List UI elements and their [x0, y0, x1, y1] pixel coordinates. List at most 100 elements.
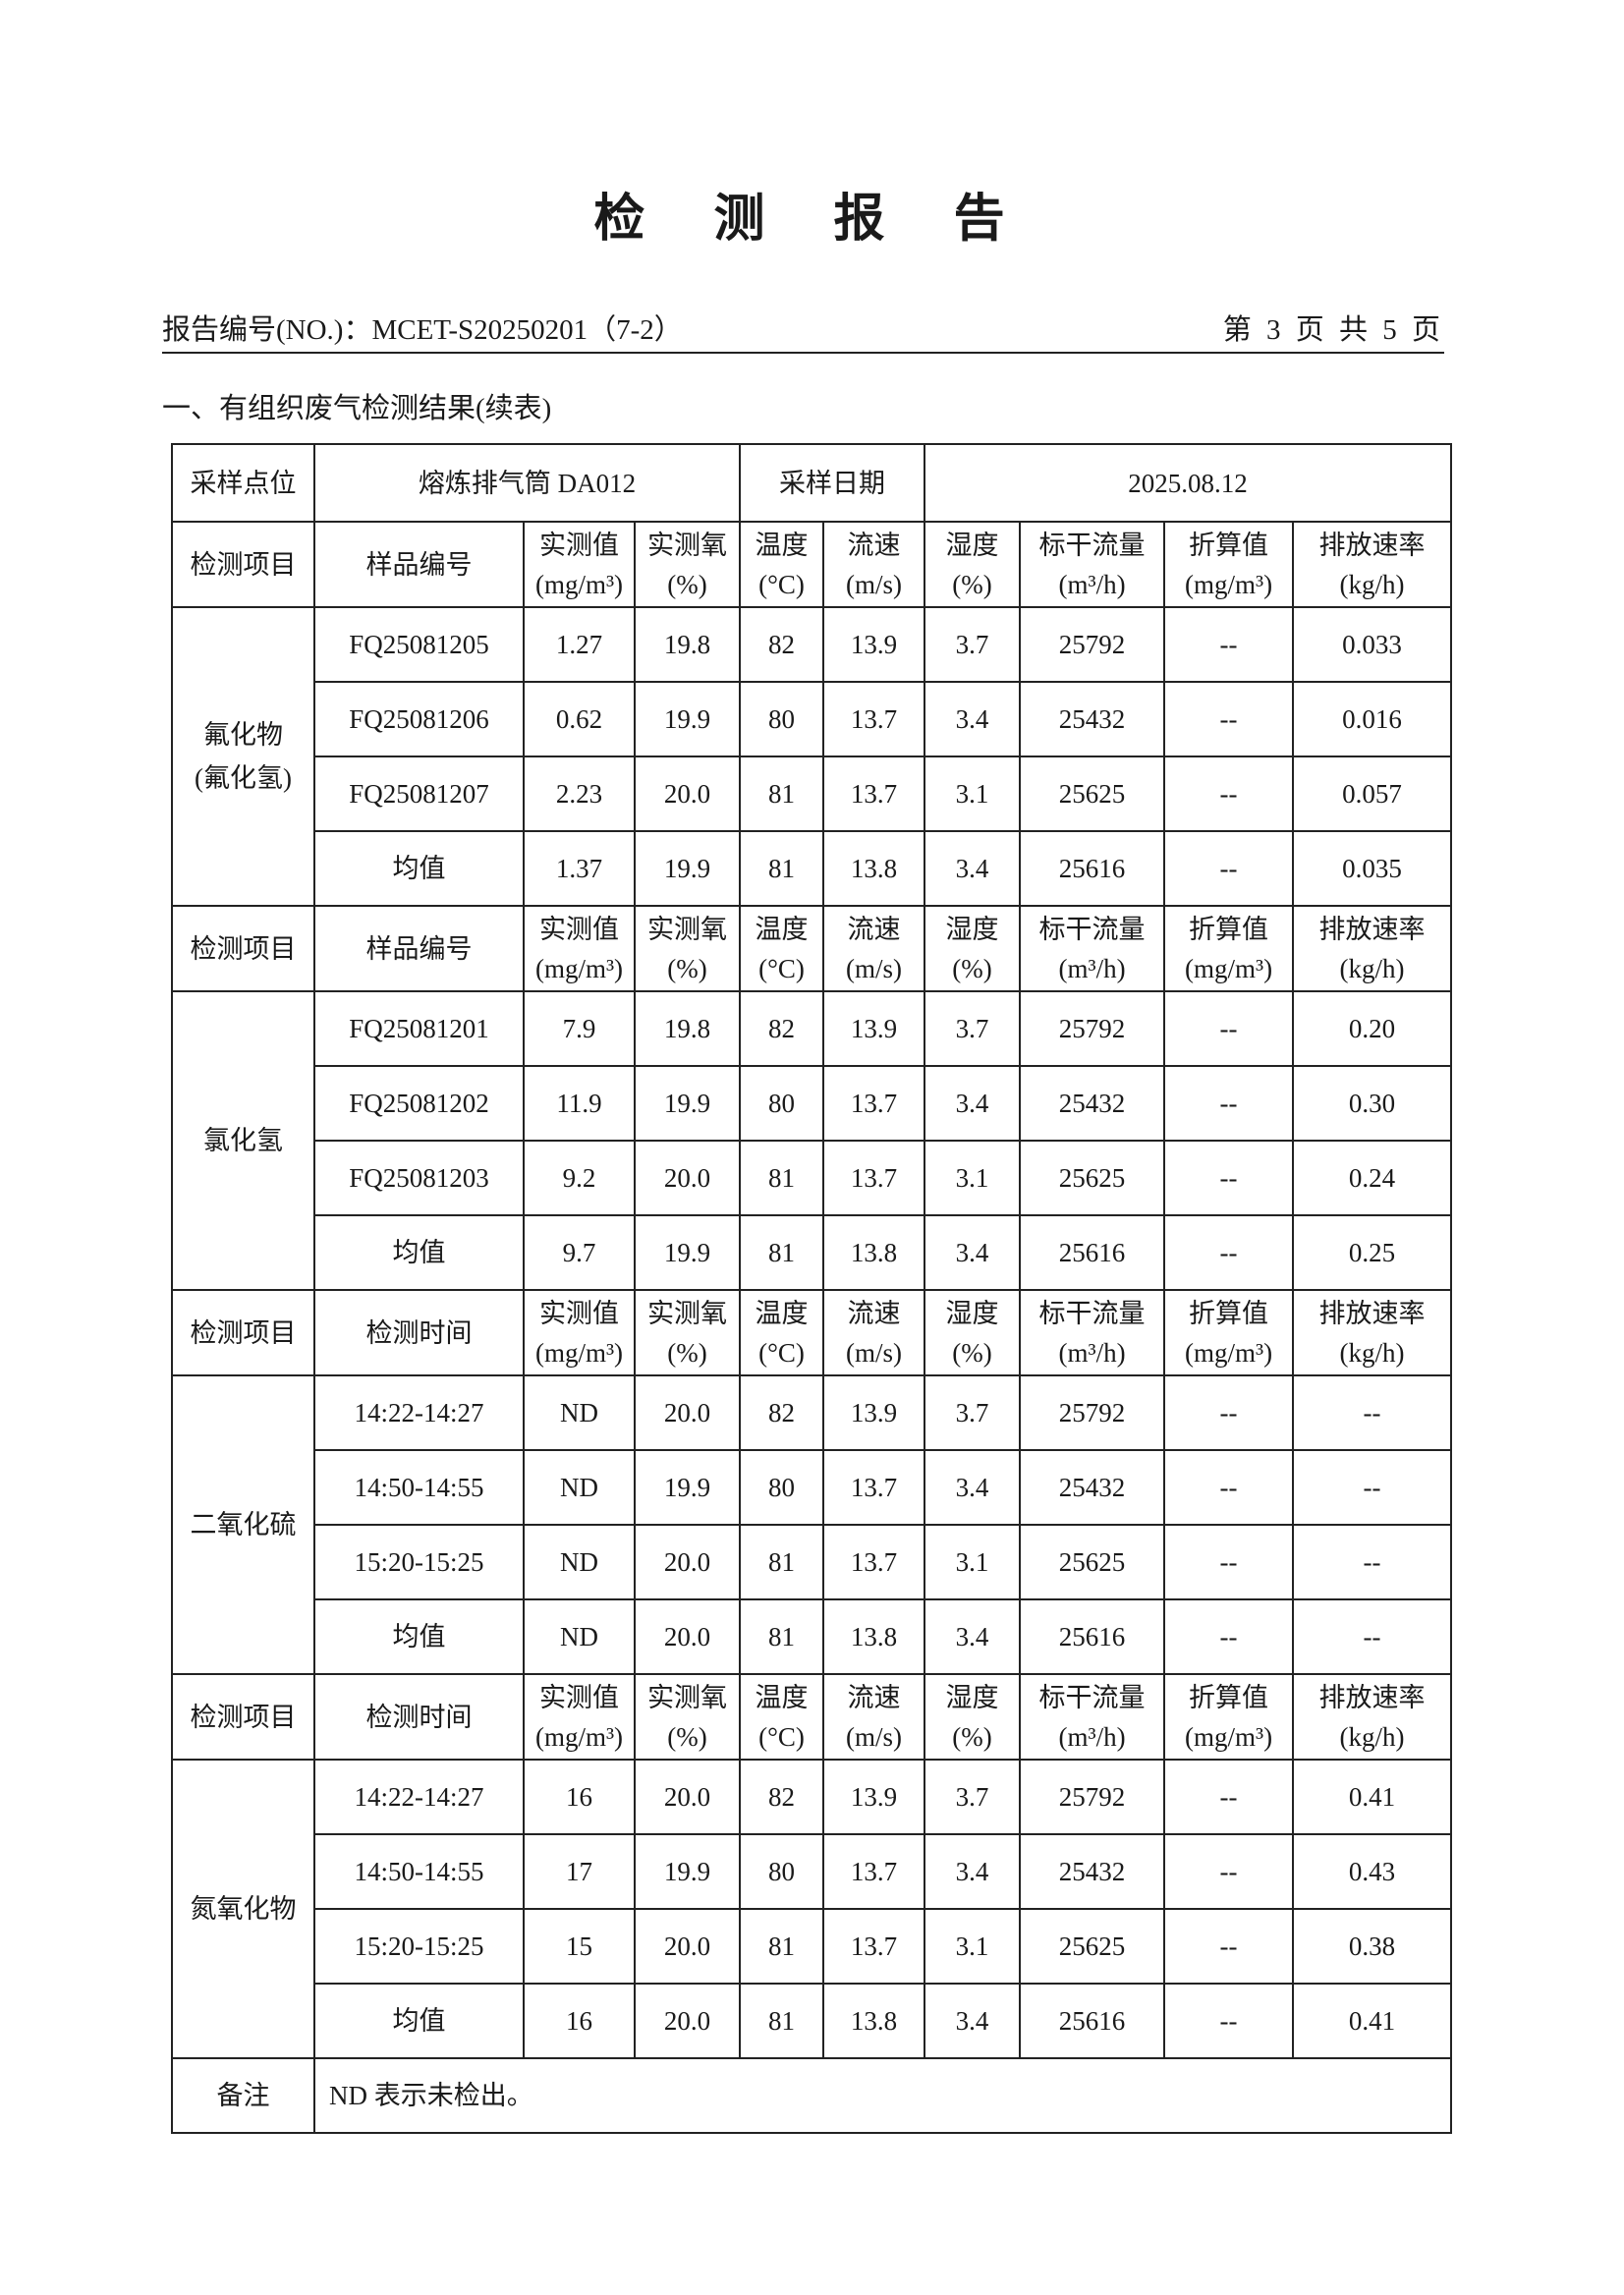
remarks-row: 备注 ND 表示未检出。: [171, 2057, 1453, 2134]
column-unit: (m/s): [846, 1721, 903, 1752]
value-cell: --: [1163, 1983, 1295, 2059]
column-unit: (%): [667, 953, 707, 983]
value-cell: 17: [523, 1833, 636, 1910]
value-cell: 13.8: [822, 1214, 926, 1291]
column-unit: (mg/m³): [1184, 1721, 1273, 1752]
value-cell: 19.9: [633, 681, 742, 757]
column-name: 标干流量: [1038, 1298, 1146, 1328]
column-header: 实测氧 (%): [633, 905, 742, 992]
column-header: 排放速率 (kg/h): [1292, 1673, 1453, 1761]
value-cell: 3.1: [924, 1524, 1022, 1600]
value-cell: 3.1: [924, 1140, 1022, 1216]
column-header: 湿度 (%): [924, 1673, 1022, 1761]
value-cell: 3.7: [924, 1374, 1022, 1451]
value-cell: 13.7: [822, 1524, 926, 1600]
value-cell: 25432: [1019, 1065, 1166, 1142]
value-cell: 3.4: [924, 1449, 1022, 1526]
value-cell: 25625: [1019, 1524, 1166, 1600]
item-header: 检测项目: [171, 521, 315, 608]
sample-id: FQ25081201: [313, 990, 525, 1067]
id-header: 检测时间: [313, 1289, 525, 1376]
value-cell: 13.9: [822, 1374, 926, 1451]
date-value: 2025.08.12: [924, 443, 1453, 523]
column-header: 实测氧 (%): [633, 521, 742, 608]
value-cell: 19.8: [633, 606, 742, 683]
column-name: 湿度: [945, 530, 999, 560]
value-cell: 25792: [1019, 1374, 1166, 1451]
value-cell: --: [1163, 1833, 1295, 1910]
value-cell: 13.7: [822, 1140, 926, 1216]
value-cell: 13.7: [822, 1065, 926, 1142]
column-name: 温度: [755, 1682, 809, 1712]
value-cell: 0.41: [1292, 1983, 1453, 2059]
column-name: 实测氧: [647, 914, 728, 944]
value-cell: 16: [523, 1759, 636, 1835]
column-name: 实测值: [539, 1682, 619, 1712]
value-cell: 80: [739, 1065, 825, 1142]
column-header: 实测值 (mg/m³): [523, 1673, 636, 1761]
column-unit: (mg/m³): [534, 1721, 624, 1752]
value-cell: ND: [523, 1449, 636, 1526]
table-row: 15:20-15:25 15 20.0 81 13.7 3.1 25625 -- 0.38: [172, 1908, 1453, 1985]
value-cell: 3.4: [924, 1833, 1022, 1910]
value-cell: 25616: [1019, 1214, 1166, 1291]
value-cell: 11.9: [523, 1065, 636, 1142]
column-unit: (m³/h): [1058, 953, 1126, 983]
column-unit: (m³/h): [1058, 569, 1126, 599]
value-cell: 3.4: [924, 1065, 1022, 1142]
sample-id: 均值: [313, 1983, 525, 2059]
value-cell: 82: [739, 1374, 825, 1451]
value-cell: --: [1163, 681, 1295, 757]
value-cell: 25616: [1019, 1598, 1166, 1675]
value-cell: 3.4: [924, 830, 1022, 907]
column-unit: (m³/h): [1058, 1337, 1126, 1368]
table-row: 均值 16 20.0 81 13.8 3.4 25616 -- 0.41: [172, 1983, 1453, 2059]
value-cell: 0.24: [1292, 1140, 1453, 1216]
column-unit: (%): [667, 1721, 707, 1752]
value-cell: 25625: [1019, 1908, 1166, 1985]
value-cell: --: [1163, 1449, 1295, 1526]
column-name: 折算值: [1189, 1682, 1269, 1712]
column-name: 湿度: [945, 1298, 999, 1328]
column-name: 流速: [847, 914, 901, 944]
value-cell: --: [1163, 830, 1295, 907]
column-name: 排放速率: [1318, 530, 1426, 560]
column-name: 实测值: [539, 530, 619, 560]
value-cell: 81: [739, 1983, 825, 2059]
table-row: 氟化物 (氟化氢) FQ25081205 1.27 19.8 82 13.9 3.7 2579…: [171, 606, 1453, 907]
value-cell: --: [1163, 990, 1295, 1067]
value-cell: 20.0: [633, 1759, 742, 1835]
value-cell: --: [1292, 1449, 1453, 1526]
value-cell: 13.7: [822, 756, 926, 832]
column-unit: (%): [952, 1721, 992, 1752]
column-unit: (m/s): [846, 569, 903, 599]
column-unit: (mg/m³): [534, 953, 624, 983]
column-header: 排放速率 (kg/h): [1292, 1289, 1453, 1376]
column-unit: (m³/h): [1058, 1721, 1126, 1752]
column-header: 折算值 (mg/m³): [1163, 521, 1295, 608]
column-name: 温度: [755, 1298, 809, 1328]
column-header-row: 检测项目 样品编号 实测值 (mg/m³) 实测氧 (%) 温度 (°C) 流速 (m/s) 湿度 (…: [171, 521, 1453, 608]
value-cell: 20.0: [633, 756, 742, 832]
value-cell: 3.7: [924, 990, 1022, 1067]
column-unit: (%): [952, 1337, 992, 1368]
value-cell: ND: [523, 1598, 636, 1675]
value-cell: 0.30: [1292, 1065, 1453, 1142]
remarks-label: 备注: [171, 2057, 315, 2134]
sample-id: FQ25081202: [313, 1065, 525, 1142]
value-cell: 0.057: [1292, 756, 1453, 832]
item-name: 二氧化硫: [171, 1374, 315, 1675]
value-cell: 3.7: [924, 1759, 1022, 1835]
value-cell: --: [1163, 1908, 1295, 1985]
id-header: 样品编号: [313, 521, 525, 608]
column-name: 流速: [847, 1298, 901, 1328]
column-header: 排放速率 (kg/h): [1292, 521, 1453, 608]
column-name: 湿度: [945, 1682, 999, 1712]
column-unit: (kg/h): [1339, 1721, 1405, 1752]
value-cell: 1.27: [523, 606, 636, 683]
column-unit: (kg/h): [1339, 953, 1405, 983]
sample-id: 均值: [313, 1214, 525, 1291]
table-row: 二氧化硫 14:22-14:27 ND 20.0 82 13.9 3.7 25792 -- --: [171, 1374, 1453, 1675]
value-cell: 19.9: [633, 1833, 742, 1910]
column-unit: (°C): [758, 569, 805, 599]
